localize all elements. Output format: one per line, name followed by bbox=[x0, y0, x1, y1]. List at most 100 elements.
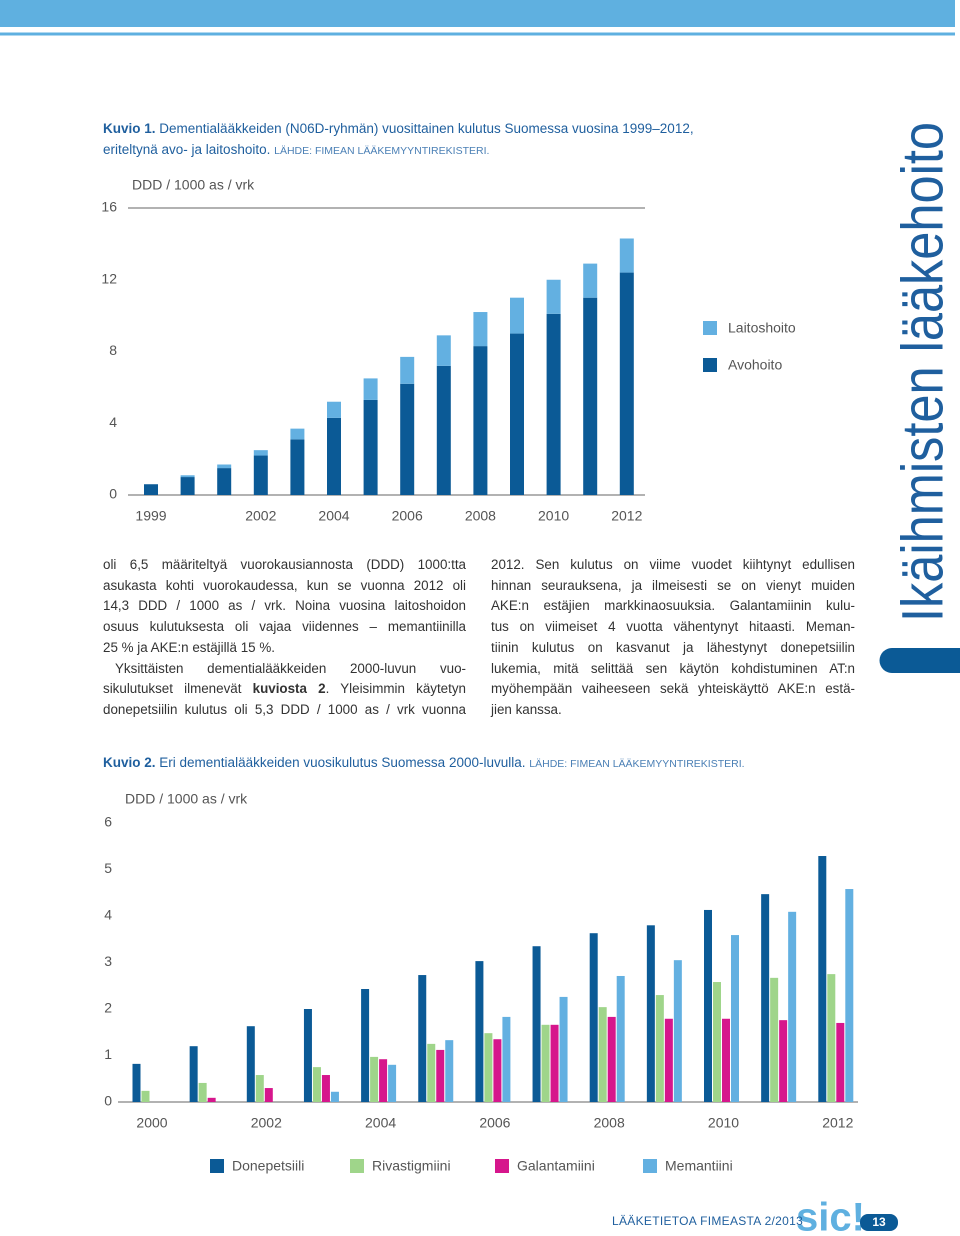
figure-label: Kuvio 2. bbox=[103, 755, 156, 770]
bar-segment bbox=[363, 378, 378, 400]
text-line: osuus kulutuksesta oli vajaa viidennes –… bbox=[103, 619, 466, 635]
bar bbox=[818, 856, 827, 1102]
bar-segment bbox=[327, 401, 341, 418]
bar-segment bbox=[436, 335, 451, 366]
bar bbox=[770, 977, 779, 1102]
legend-label: Laitoshoito bbox=[728, 320, 796, 336]
text-line: 2012. Sen kulutus on viime vuodet kiihty… bbox=[491, 557, 855, 572]
bar-segment bbox=[473, 312, 488, 347]
text-line: 25 % ja AKE:n estäjillä 15 %. bbox=[103, 639, 275, 655]
bar-segment bbox=[619, 238, 634, 273]
bar bbox=[445, 1040, 454, 1102]
figure-caption: Kuvio 1. Dementialääkkeiden (N06D-ryhmän… bbox=[103, 118, 723, 162]
y-axis-label: DDD / 1000 as / vrk bbox=[125, 791, 248, 807]
x-tick-label: 2008 bbox=[594, 1115, 625, 1131]
bar bbox=[141, 1090, 150, 1102]
bar bbox=[475, 961, 484, 1102]
x-tick-label: 2012 bbox=[822, 1115, 853, 1131]
figure-label: Kuvio 1. bbox=[103, 121, 156, 136]
text-line: lukemia, mitä selittää sen käytön kohdis… bbox=[491, 660, 855, 676]
text-column: oli 6,5 määriteltyä vuorokausiannosta (D… bbox=[103, 555, 466, 721]
bar bbox=[845, 889, 854, 1102]
bar bbox=[722, 1018, 730, 1102]
bar bbox=[532, 946, 541, 1102]
bar bbox=[779, 1020, 788, 1102]
bar-segment bbox=[400, 356, 415, 384]
bar bbox=[207, 1097, 216, 1102]
bar bbox=[827, 974, 836, 1102]
text-line: jien kanssa. bbox=[491, 701, 562, 717]
text-line: asukasta kohti vuorokaudessa, kun se vuo… bbox=[103, 577, 466, 593]
text-line: sikulutukset ilmenevät kuviosta 2. Yleis… bbox=[103, 679, 466, 700]
bar-segment bbox=[217, 464, 232, 469]
bar bbox=[198, 1082, 207, 1102]
x-tick-label: 2004 bbox=[365, 1115, 396, 1131]
bar bbox=[607, 1016, 616, 1102]
page-number: 13 bbox=[872, 1215, 886, 1229]
bar bbox=[713, 982, 721, 1102]
bar-segment bbox=[180, 475, 195, 478]
text-line: Yksittäisten dementialääkkeiden 2000-luv… bbox=[115, 660, 466, 676]
caption-source: LÄHDE: FIMEAN LÄÄKEMYYNTIREKISTERI. bbox=[529, 758, 745, 770]
bar-segment bbox=[363, 399, 378, 495]
bar-segment bbox=[546, 313, 561, 495]
x-tick-label: 2006 bbox=[392, 508, 423, 524]
legend-label: Rivastigmiini bbox=[372, 1158, 451, 1174]
emphasis: kuviosta 2 bbox=[252, 681, 326, 697]
bar bbox=[616, 975, 625, 1102]
bar bbox=[312, 1067, 321, 1102]
caption-source: LÄHDE: FIMEAN LÄÄKEMYYNTIREKISTERI. bbox=[274, 145, 490, 157]
y-tick-label: 4 bbox=[109, 414, 117, 430]
publication: LÄÄKETIETOA FIMEASTA 2/2013 bbox=[612, 1214, 804, 1228]
text-line: 14,3 DDD / 1000 as / vrk. Noina vuosina … bbox=[103, 598, 466, 614]
logo: sic! bbox=[796, 1196, 865, 1236]
bar-segment bbox=[290, 439, 305, 495]
bar bbox=[788, 911, 797, 1102]
bar-segment bbox=[217, 468, 232, 495]
bar bbox=[330, 1091, 339, 1102]
bar-segment bbox=[290, 428, 305, 440]
caption-text: Dementialääkkeiden (N06D-ryhmän) vuositt… bbox=[103, 121, 694, 157]
bar-segment bbox=[253, 455, 268, 495]
bar bbox=[484, 1033, 493, 1102]
sidebar-tab bbox=[879, 648, 960, 673]
legend-swatch bbox=[350, 1159, 364, 1173]
page-number-badge bbox=[860, 1214, 898, 1231]
bar bbox=[502, 1016, 511, 1102]
text-line: hinnan seurauksena, ja ilmeisesti se on … bbox=[491, 577, 855, 593]
text-segment: . Yleisimmin käytetyn bbox=[325, 681, 466, 697]
x-tick-label: 2010 bbox=[538, 508, 569, 524]
legend-label: Galantamiini bbox=[517, 1158, 595, 1174]
bar bbox=[646, 925, 655, 1102]
text-line: donepetsiilin kulutus oli 5,3 DDD / 1000… bbox=[103, 701, 466, 717]
y-tick-label: 12 bbox=[101, 270, 117, 286]
bar-segment bbox=[253, 450, 268, 456]
bar bbox=[379, 1059, 388, 1102]
bar bbox=[303, 1009, 312, 1102]
bar-segment bbox=[144, 484, 158, 495]
bar bbox=[321, 1075, 330, 1102]
legend-label: Avohoito bbox=[728, 357, 782, 373]
x-tick-label: 2010 bbox=[708, 1115, 739, 1131]
legend-swatch bbox=[210, 1159, 224, 1173]
bar bbox=[132, 1063, 141, 1102]
legend-swatch bbox=[703, 358, 717, 372]
figure-caption: Kuvio 2. Eri dementialääkkeiden vuosikul… bbox=[103, 752, 803, 775]
legend-swatch bbox=[703, 321, 717, 335]
bar bbox=[589, 933, 598, 1102]
text-line: AKE:n estäjien markkinaosuuksia. Galanta… bbox=[491, 598, 855, 614]
bar-segment bbox=[180, 477, 195, 495]
legend-label: Donepetsiili bbox=[232, 1158, 304, 1174]
y-tick-label: 4 bbox=[104, 907, 112, 923]
bar bbox=[493, 1039, 502, 1102]
bar bbox=[541, 1024, 550, 1102]
bar bbox=[246, 1026, 255, 1102]
y-tick-label: 0 bbox=[109, 486, 117, 502]
text-segment: sikulutukset ilmenevät bbox=[103, 681, 253, 697]
text-line: tus on viimeiset 4 vuotta vähentynyt hit… bbox=[491, 619, 855, 635]
bar-segment bbox=[619, 272, 634, 495]
y-tick-label: 5 bbox=[104, 860, 112, 876]
bar bbox=[598, 1007, 607, 1102]
